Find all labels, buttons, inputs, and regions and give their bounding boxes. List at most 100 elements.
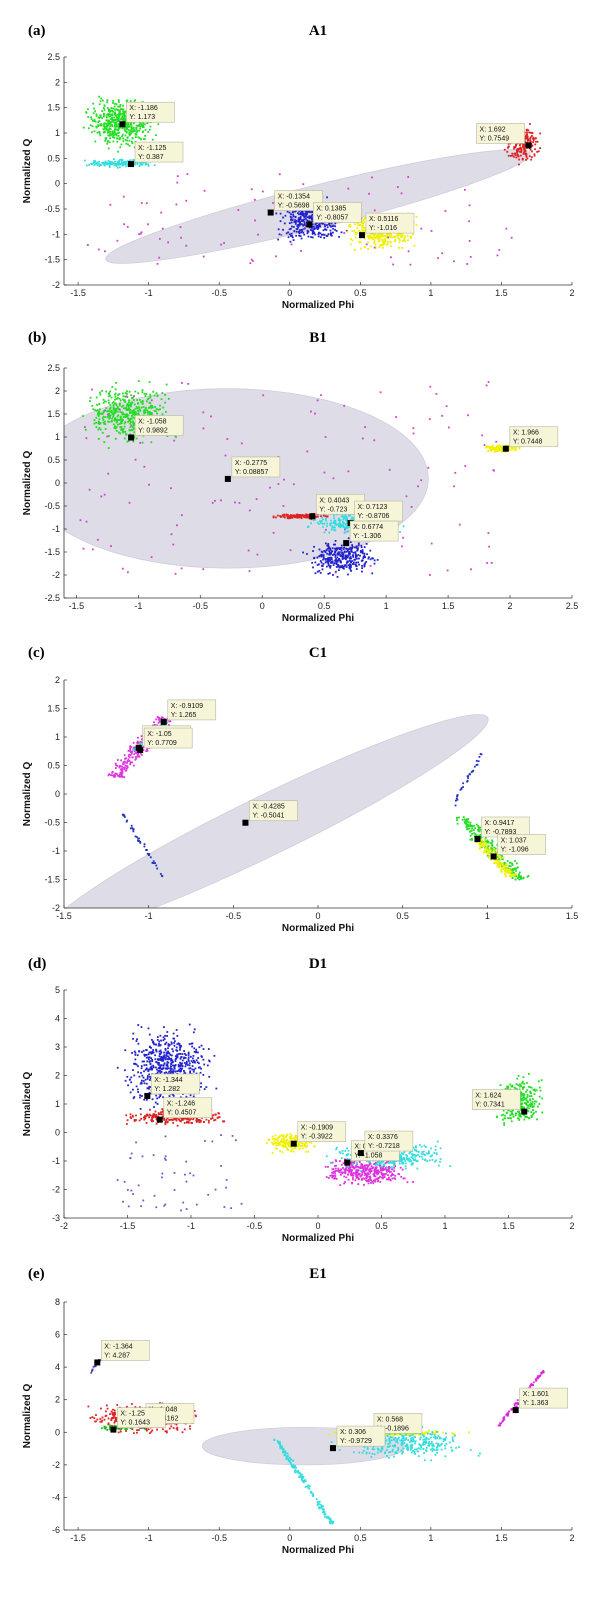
y-tick-label: 0.5 xyxy=(47,761,60,771)
scatter-point xyxy=(108,414,111,417)
scatter-point xyxy=(92,408,95,411)
scatter-point xyxy=(226,438,229,440)
scatter-point xyxy=(498,861,501,864)
scatter-point xyxy=(350,518,353,521)
scatter-point xyxy=(145,400,148,403)
scatter-point xyxy=(318,224,321,226)
scatter-point xyxy=(298,232,301,235)
scatter-point xyxy=(365,561,368,563)
scatter-point xyxy=(142,406,145,408)
scatter-point xyxy=(331,554,334,556)
scatter-point xyxy=(302,212,305,215)
scatter-point xyxy=(328,551,331,554)
scatter-point xyxy=(526,136,529,139)
scatter-point xyxy=(183,1052,186,1055)
scatter-point xyxy=(125,126,128,129)
scatter-point xyxy=(112,110,115,113)
scatter-point xyxy=(95,416,98,419)
scatter-point xyxy=(104,400,107,403)
scatter-point xyxy=(348,224,350,227)
scatter-point xyxy=(191,1057,194,1060)
scatter-point xyxy=(363,565,366,568)
scatter-point xyxy=(516,866,519,869)
scatter-point xyxy=(152,1051,155,1054)
scatter-point xyxy=(143,1060,145,1063)
scatter-point xyxy=(398,241,401,244)
scatter-point xyxy=(128,412,131,414)
scatter-point xyxy=(348,553,350,555)
scatter-point xyxy=(111,132,114,135)
scatter-point xyxy=(145,393,148,395)
scatter-point xyxy=(132,1032,135,1035)
scatter-point xyxy=(152,860,155,863)
datatip-marker xyxy=(525,142,532,149)
scatter-point xyxy=(338,235,340,238)
scatter-point xyxy=(96,131,99,134)
scatter-point xyxy=(343,232,346,234)
scatter-point xyxy=(144,1078,147,1081)
scatter-point xyxy=(504,871,507,874)
scatter-point xyxy=(539,147,542,150)
scatter-point xyxy=(511,152,514,155)
scatter-point xyxy=(490,848,493,851)
scatter-point xyxy=(465,826,468,829)
scatter-point xyxy=(336,556,339,559)
scatter-point xyxy=(497,863,499,866)
scatter-point xyxy=(108,773,111,776)
scatter-point xyxy=(155,410,157,413)
scatter-point xyxy=(146,1078,149,1080)
scatter-point xyxy=(124,134,127,137)
scatter-point xyxy=(140,1079,143,1082)
scatter-point xyxy=(178,1053,180,1055)
scatter-point xyxy=(116,764,119,767)
scatter-point xyxy=(275,255,277,258)
scatter-point xyxy=(318,223,321,225)
scatter-point xyxy=(300,249,302,252)
scatter-point xyxy=(158,237,161,240)
scatter-point xyxy=(146,849,148,851)
scatter-point xyxy=(180,1064,183,1067)
scatter-point xyxy=(384,235,387,237)
scatter-point xyxy=(313,227,316,230)
scatter-point xyxy=(303,221,306,224)
scatter-point xyxy=(397,234,400,237)
scatter-point xyxy=(137,1071,139,1074)
scatter-point xyxy=(146,749,149,752)
scatter-point xyxy=(107,447,110,449)
datatip-x: X: 1.966 xyxy=(513,430,539,437)
scatter-point xyxy=(351,545,354,548)
scatter-point xyxy=(114,102,116,105)
scatter-point xyxy=(334,225,337,228)
scatter-point xyxy=(119,137,122,140)
scatter-point xyxy=(148,1051,151,1054)
scatter-point xyxy=(490,851,493,854)
scatter-point xyxy=(316,521,319,524)
scatter-point xyxy=(325,560,328,563)
y-tick-label: -2.5 xyxy=(44,593,60,603)
scatter-point xyxy=(385,243,388,246)
scatter-point xyxy=(131,1114,134,1117)
scatter-point xyxy=(445,405,448,408)
scatter-point xyxy=(169,1053,172,1056)
scatter-point xyxy=(132,1037,134,1040)
scatter-point xyxy=(332,521,335,524)
scatter-point xyxy=(121,420,123,423)
scatter-point xyxy=(346,518,349,521)
scatter-point xyxy=(126,404,128,407)
scatter-point xyxy=(164,1049,167,1051)
scatter-point xyxy=(104,423,107,425)
scatter-point xyxy=(99,422,102,425)
scatter-point xyxy=(111,402,114,405)
scatter-point xyxy=(145,1098,148,1101)
scatter-point xyxy=(369,549,372,552)
scatter-point xyxy=(129,159,132,162)
scatter-point xyxy=(130,140,133,143)
scatter-point xyxy=(515,873,518,876)
scatter-point xyxy=(299,212,302,214)
scatter-point xyxy=(486,848,489,851)
scatter-point xyxy=(325,549,328,552)
scatter-point xyxy=(122,117,125,119)
datatip-marker xyxy=(309,513,316,520)
scatter-point xyxy=(132,427,135,429)
scatter-point xyxy=(508,868,511,871)
